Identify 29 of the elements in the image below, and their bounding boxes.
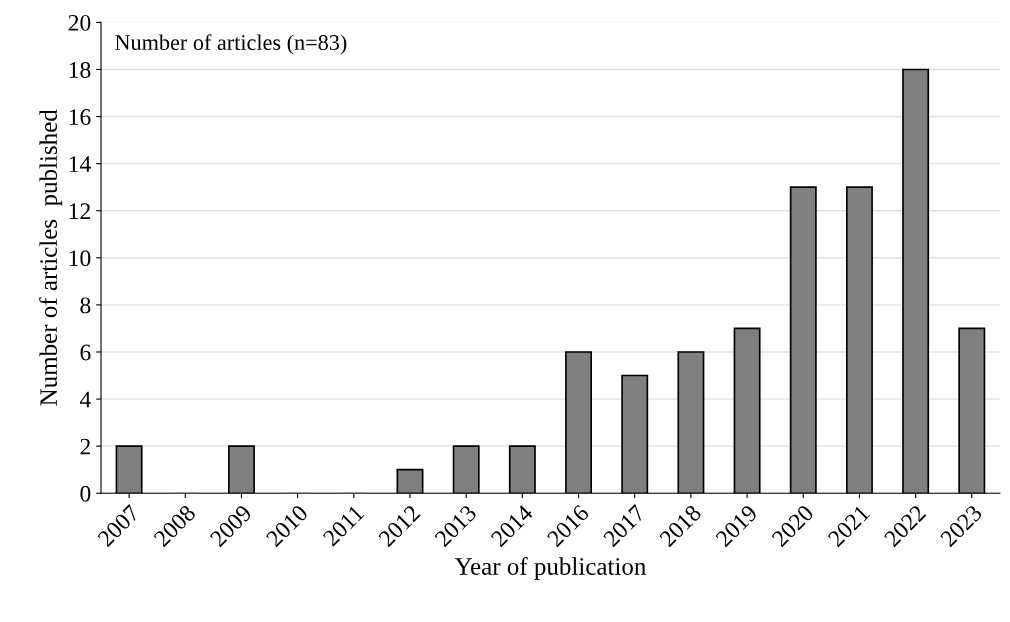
bar <box>621 374 649 494</box>
x-tick-label: 2021 <box>827 504 871 548</box>
bar <box>845 186 873 494</box>
y-tick-label: 2 <box>80 438 90 455</box>
y-tick-label: 10 <box>69 250 91 267</box>
y-tick-label: 16 <box>69 109 91 125</box>
bar <box>789 186 817 494</box>
bar <box>733 327 761 494</box>
x-tick-label: 2011 <box>322 504 365 547</box>
y-tick-label: 14 <box>69 156 91 172</box>
bar <box>958 327 986 494</box>
y-tick-label: 8 <box>80 297 91 314</box>
x-axis-title: Year of publication <box>454 557 647 580</box>
y-tick-label: 12 <box>69 203 90 219</box>
annotation: Number of articles (n=83) <box>115 34 347 55</box>
bar <box>452 445 480 494</box>
y-tick-label: 4 <box>79 391 91 408</box>
bar <box>565 351 593 494</box>
bar <box>508 445 536 494</box>
y-tick-label: 20 <box>68 14 91 31</box>
bar <box>396 468 424 494</box>
bar <box>677 351 705 494</box>
y-tick-label: 0 <box>80 485 91 502</box>
bar <box>227 445 255 494</box>
y-axis-title: Number of articles published <box>39 109 63 406</box>
bar <box>115 445 143 494</box>
bar <box>902 68 930 494</box>
y-tick-label: 6 <box>80 344 91 361</box>
y-tick-label: 18 <box>69 61 91 78</box>
